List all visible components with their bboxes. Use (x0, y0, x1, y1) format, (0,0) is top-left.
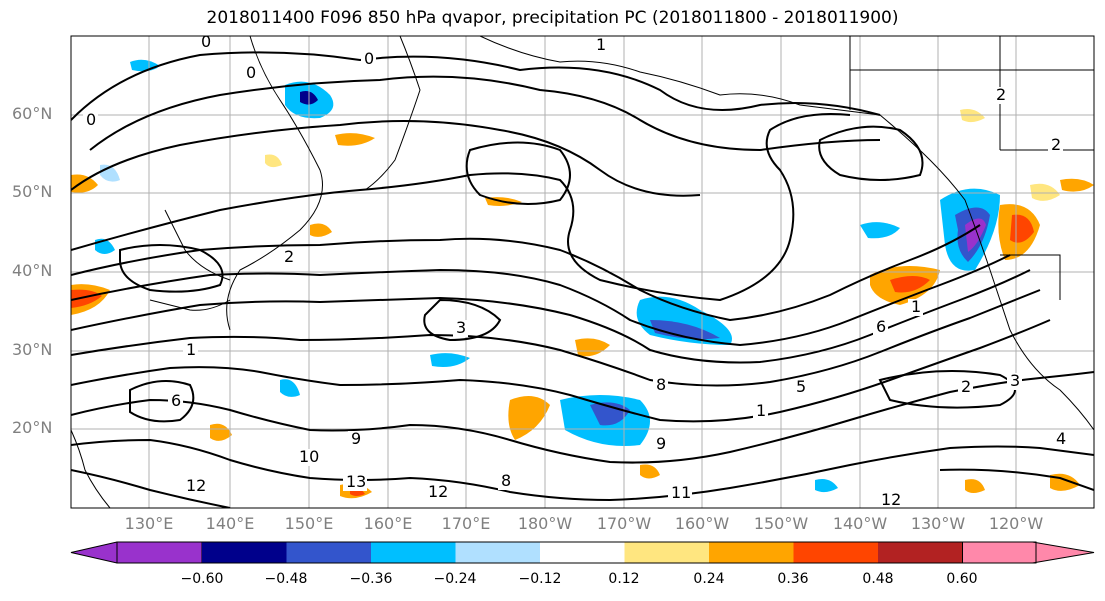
lon-label-130e: 130°E (124, 514, 174, 533)
contour-label-bg (1048, 137, 1063, 154)
contour-label-bg (993, 87, 1008, 104)
contour-label-bg (753, 403, 768, 420)
lon-label-160e: 160°E (363, 514, 413, 533)
lon-label-180w: 180°W (517, 514, 573, 533)
contour-label-bg (908, 299, 923, 316)
lon-label-130w: 130°W (910, 514, 966, 533)
contour-label-bg (83, 112, 98, 129)
contour-label-bg (183, 478, 207, 495)
colorbar-tick: −0.12 (518, 571, 562, 587)
contour-label: 11 (671, 483, 691, 502)
contour-label-bg (878, 492, 902, 508)
map-title: 2018011400 F096 850 hPa qvapor, precipit… (206, 8, 899, 28)
colorbar-tick: −0.48 (264, 571, 308, 587)
contour-label: 0 (364, 49, 374, 68)
qvapor-contours (71, 51, 1094, 508)
contour-label-bg (653, 436, 668, 453)
contour-label-bg (348, 431, 363, 448)
contour-label-bg (958, 379, 973, 396)
lat-label-50n: 50°N (12, 182, 53, 201)
contour-label-bg (243, 65, 258, 82)
graticule (71, 36, 1094, 508)
contour-label: 8 (501, 471, 511, 490)
contour-label: 2 (961, 377, 971, 396)
contour-label: 13 (346, 472, 366, 491)
lat-label-30n: 30°N (12, 340, 53, 359)
contour-label: 0 (201, 32, 211, 51)
lat-label-60n: 60°N (12, 104, 53, 123)
contour-label-bg (281, 249, 296, 266)
contour-label: 9 (656, 434, 666, 453)
contour-label-bg (183, 342, 198, 359)
precip-anomaly-shading (71, 59, 1094, 499)
colorbar-tick: 0.36 (777, 571, 809, 587)
lat-label-40n: 40°N (12, 261, 53, 280)
contour-label: 1 (911, 297, 921, 316)
lon-label-160w: 160°W (674, 514, 730, 533)
lon-label-140w: 140°W (832, 514, 888, 533)
contour-label-bg (453, 320, 468, 337)
colorbar-tick: 0.12 (608, 571, 640, 587)
contour-label-bg (653, 377, 668, 394)
contour-label: 5 (796, 377, 806, 396)
lon-label-170e: 170°E (441, 514, 491, 533)
contour-label: 2 (996, 85, 1006, 104)
contour-label: 12 (428, 482, 448, 501)
contour-label: 10 (299, 447, 319, 466)
contour-label: 6 (171, 391, 181, 410)
contour-label-bg (593, 37, 608, 54)
contour-label-bg (168, 393, 183, 410)
colorbar-tick: −0.60 (180, 571, 224, 587)
contour-label: 3 (456, 318, 466, 337)
contour-label-bg (296, 449, 320, 466)
lon-label-150w: 150°W (753, 514, 809, 533)
contour-label-bg (1053, 431, 1068, 448)
contour-label-bg (793, 379, 808, 396)
contour-label-bg (343, 474, 367, 491)
contour-label: 2 (284, 247, 294, 266)
contour-label: 0 (86, 110, 96, 129)
contour-label-bg (873, 319, 888, 336)
contour-label-bg (498, 473, 513, 490)
lon-label-140e: 140°E (205, 514, 255, 533)
contour-label-bg (425, 484, 449, 501)
contour-label: 1 (186, 340, 196, 359)
coastlines (71, 36, 1094, 508)
contour-label: 12 (186, 476, 206, 495)
contour-label: 4 (1056, 429, 1066, 448)
contour-label-bg (361, 51, 376, 68)
lat-label-20n: 20°N (12, 418, 53, 437)
colorbar-tick: 0.60 (946, 571, 978, 587)
contour-label-bg (1007, 373, 1022, 390)
lon-label-150e: 150°E (284, 514, 334, 533)
map-frame (70, 35, 1095, 509)
contour-label: 1 (756, 401, 766, 420)
contour-label: 1 (596, 35, 606, 54)
lon-label-120w: 120°W (988, 514, 1044, 533)
contour-label: 2 (1051, 135, 1061, 154)
colorbar-tick: 0.24 (693, 571, 725, 587)
contour-label-bg (668, 485, 692, 502)
colorbar-tick: −0.36 (349, 571, 393, 587)
contour-label-bg (198, 36, 213, 51)
colorbar-tick: 0.48 (862, 571, 894, 587)
colorbar-tick: −0.24 (433, 571, 477, 587)
contour-label: 6 (876, 317, 886, 336)
lon-label-170w: 170°W (596, 514, 652, 533)
contour-label: 0 (246, 63, 256, 82)
contour-label: 9 (351, 429, 361, 448)
contour-label: 8 (656, 375, 666, 394)
contour-label: 3 (1010, 371, 1020, 390)
contour-label: 12 (881, 490, 901, 509)
